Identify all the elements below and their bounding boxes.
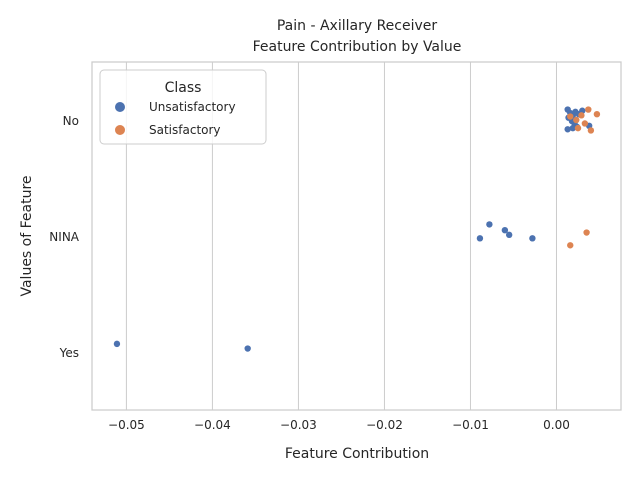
y-tick-label: Yes [59, 346, 79, 360]
data-point-unsatisfactory [529, 235, 536, 242]
data-point-satisfactory [567, 242, 574, 249]
data-point-unsatisfactory [113, 340, 121, 348]
y-axis-label: Values of Feature [19, 175, 35, 296]
data-point-unsatisfactory [476, 235, 484, 242]
x-tick-label: −0.04 [194, 418, 231, 432]
chart-title: Pain - Axillary Receiver [277, 18, 438, 34]
data-point-satisfactory [587, 127, 595, 134]
data-point-unsatisfactory [244, 345, 251, 352]
legend-marker-unsatisfactory [115, 102, 125, 112]
data-point-unsatisfactory [505, 231, 513, 239]
x-tick-label: −0.02 [366, 418, 403, 432]
x-tick-label: −0.05 [108, 418, 145, 432]
data-point-satisfactory [567, 113, 574, 120]
data-points [113, 106, 601, 352]
data-point-satisfactory [583, 229, 590, 236]
data-point-unsatisfactory [569, 124, 577, 132]
legend-label-satisfactory: Satisfactory [149, 123, 221, 137]
legend-label-unsatisfactory: Unsatisfactory [149, 100, 236, 114]
x-tick-label: −0.01 [452, 418, 489, 432]
x-tick-label: −0.03 [280, 418, 317, 432]
legend: Class Unsatisfactory Satisfactory [99, 69, 267, 145]
data-point-satisfactory [581, 120, 589, 127]
x-axis-label: Feature Contribution [285, 446, 429, 462]
chart-subtitle: Feature Contribution by Value [253, 39, 462, 55]
data-point-satisfactory [593, 111, 601, 118]
legend-title: Class [165, 80, 202, 96]
data-point-satisfactory [574, 124, 582, 132]
y-tick-label: NINA [49, 230, 79, 244]
data-point-satisfactory [578, 112, 585, 119]
legend-marker-satisfactory [115, 125, 125, 135]
data-point-satisfactory [585, 106, 592, 113]
y-tick-label: No [63, 114, 79, 128]
data-point-satisfactory [573, 116, 580, 124]
data-point-unsatisfactory [486, 221, 493, 228]
plot-frame [91, 61, 622, 411]
axis-ticks: −0.05 −0.04 −0.03 −0.02 −0.01 0.00 No NINA Yes [49, 114, 570, 432]
legend-box [99, 69, 267, 145]
data-point-unsatisfactory [501, 227, 509, 234]
x-tick-label: 0.00 [543, 418, 570, 432]
data-point-unsatisfactory [564, 126, 571, 133]
